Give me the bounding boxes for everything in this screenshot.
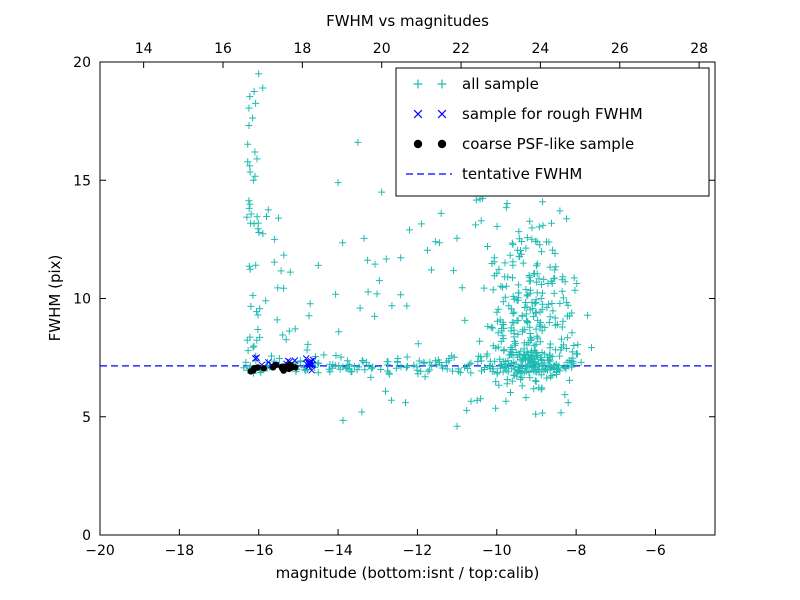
plus-marker-icon [413, 79, 423, 89]
y-tick-label: 0 [82, 528, 91, 544]
top-tick-label: 18 [293, 41, 311, 57]
series-coarse-psf-like-sample [247, 361, 299, 375]
y-tick-label: 10 [73, 292, 91, 308]
y-axis: 0 5 10 15 20 [73, 55, 715, 544]
legend-label: all sample [462, 75, 539, 93]
cross-marker-icon [413, 109, 423, 119]
x-axis-label: magnitude (bottom:isnt / top:calib) [275, 564, 540, 582]
dot-marker-icon [413, 139, 423, 149]
x-tick-label: −12 [403, 543, 433, 559]
y-tick-label: 15 [73, 173, 91, 189]
top-tick-label: 26 [611, 41, 629, 57]
top-tick-label: 14 [135, 41, 153, 57]
chart-title: FWHM vs magnitudes [326, 12, 489, 30]
legend-label: coarse PSF-like sample [462, 135, 634, 153]
top-tick-label: 22 [452, 41, 470, 57]
x-tick-label: −18 [165, 543, 195, 559]
dot-marker-icon [437, 139, 447, 149]
legend-entry-coarse-psf-like-sample: coarse PSF-like sample [413, 135, 634, 153]
x-tick-label: −14 [323, 543, 353, 559]
x-tick-label: −6 [645, 543, 666, 559]
x-tick-label: −8 [566, 543, 587, 559]
x-axis-bottom: −20 −18 −16 −14 −12 −10 −8 −6 [85, 529, 666, 559]
legend-entry-sample-for-rough-fwhm: sample for rough FWHM [413, 105, 643, 123]
top-tick-label: 28 [690, 41, 708, 57]
x-tick-label: −20 [85, 543, 115, 559]
legend: all sample sample for rough FWHM coarse PS… [395, 67, 710, 197]
cross-marker-icon [437, 109, 447, 119]
legend-entry-all-sample: all sample [413, 75, 539, 93]
x-tick-label: −10 [482, 543, 512, 559]
y-tick-label: 5 [82, 410, 91, 426]
y-axis-label: FWHM (pix) [46, 254, 64, 342]
top-tick-label: 20 [373, 41, 391, 57]
legend-label: tentative FWHM [462, 165, 582, 183]
x-axis-top: 14 16 18 20 22 24 26 28 [135, 41, 708, 68]
x-tick-label: −16 [244, 543, 274, 559]
legend-entry-tentative-fwhm: tentative FWHM [406, 165, 582, 183]
plus-marker-icon [437, 79, 447, 89]
top-tick-label: 16 [214, 41, 232, 57]
top-tick-label: 24 [532, 41, 550, 57]
y-tick-label: 20 [73, 55, 91, 71]
legend-label: sample for rough FWHM [462, 105, 643, 123]
